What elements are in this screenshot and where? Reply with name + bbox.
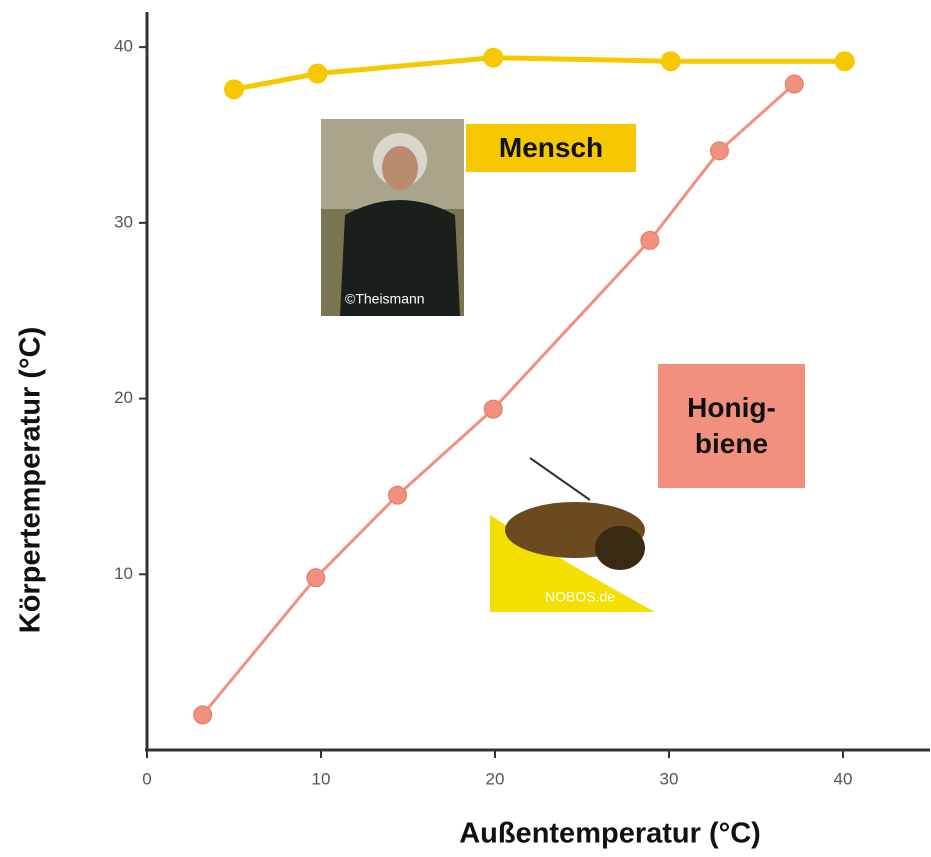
data-point: [484, 400, 502, 418]
y-tick-label: 40: [114, 37, 133, 56]
y-tick-label: 20: [114, 388, 133, 407]
x-tick-label: 10: [312, 769, 331, 788]
x-tick-label: 0: [142, 769, 151, 788]
data-point: [785, 75, 803, 93]
x-tick-label: 40: [834, 769, 853, 788]
y-axis-label: Körpertemperatur (°C): [15, 327, 47, 633]
data-point: [308, 64, 328, 84]
x-tick-label: 30: [660, 769, 679, 788]
legend-label: Mensch: [466, 124, 636, 172]
data-point: [483, 48, 503, 68]
data-point: [224, 79, 244, 99]
data-point: [661, 51, 681, 71]
x-tick-label: 20: [486, 769, 505, 788]
data-point: [389, 486, 407, 504]
data-point: [710, 142, 728, 160]
data-point: [641, 231, 659, 249]
photo-credit: ©Theismann: [345, 291, 425, 307]
y-tick-label: 30: [114, 212, 133, 231]
photo-credit: NOBOS.de: [545, 589, 615, 605]
data-point: [307, 569, 325, 587]
x-axis-label: Außentemperatur (°C): [459, 818, 761, 850]
data-point: [835, 51, 855, 71]
photo-bee: NOBOS.de: [490, 458, 655, 612]
data-point: [194, 706, 212, 724]
photo-person: ©Theismann: [321, 119, 464, 316]
legend-label: Honig- biene: [658, 364, 805, 488]
chart: ©Theismann NOBOS.de Außentemperatur (°C)…: [0, 0, 931, 857]
y-tick-label: 10: [114, 564, 133, 583]
